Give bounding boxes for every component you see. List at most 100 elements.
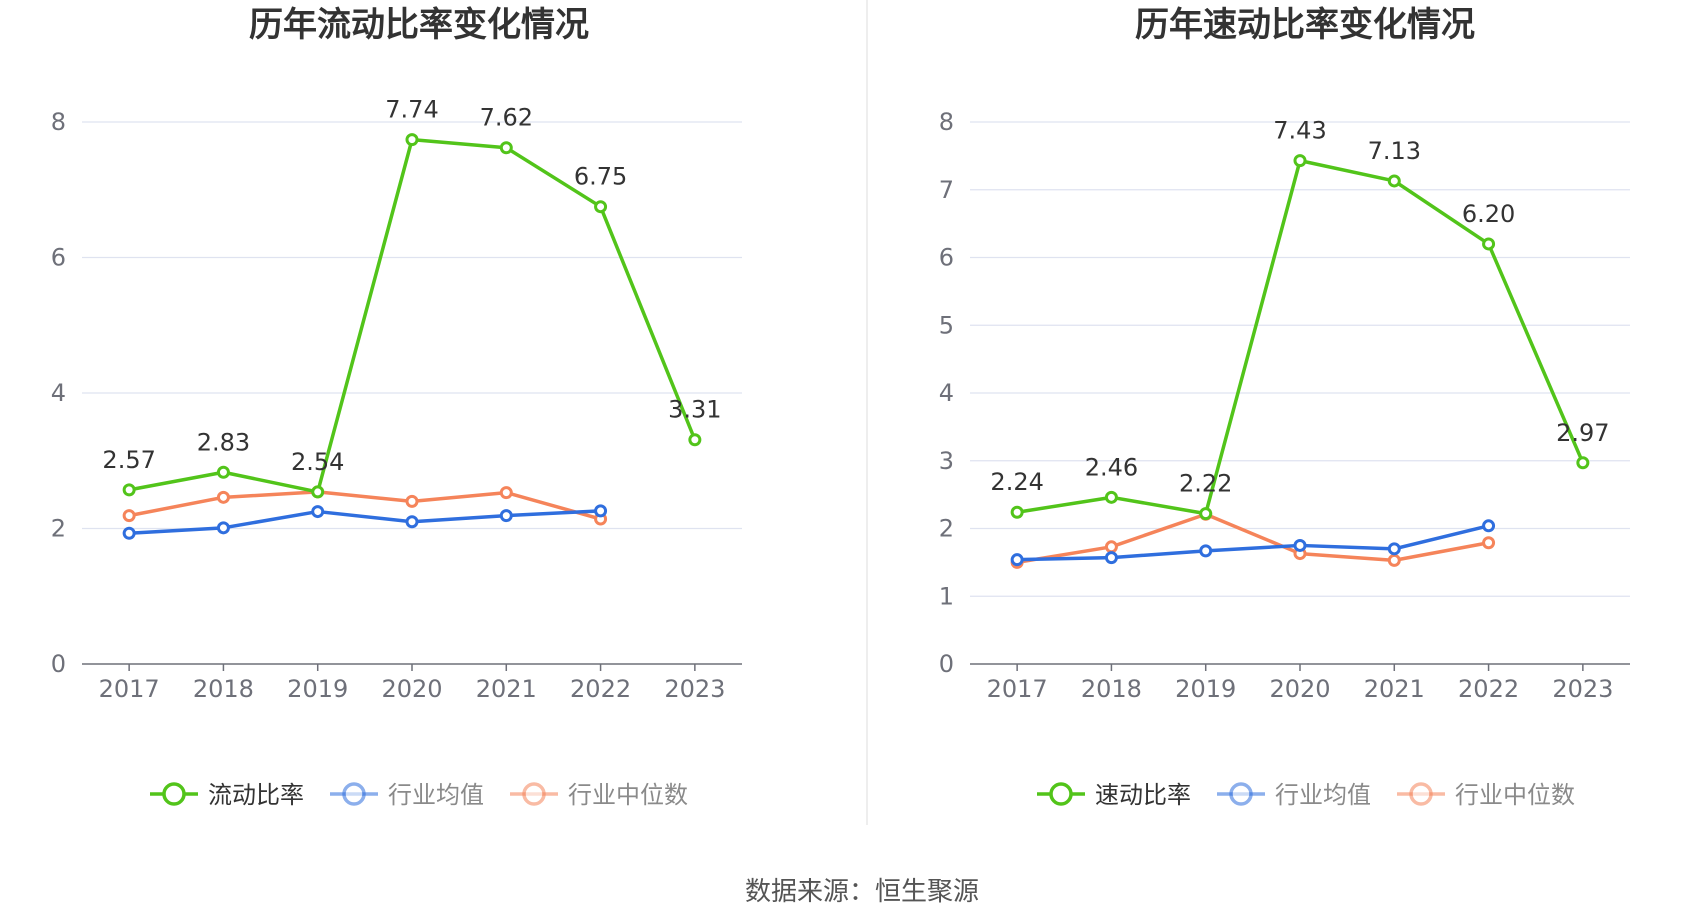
legend-label: 流动比率 [208, 781, 304, 809]
legend-label: 速动比率 [1095, 781, 1191, 809]
data-point [1482, 519, 1496, 533]
data-label: 6.20 [1462, 200, 1515, 228]
data-point [216, 465, 230, 479]
data-point [1293, 154, 1307, 168]
y-tick-label: 8 [51, 108, 66, 136]
x-tick-label: 2022 [570, 675, 631, 703]
data-point [1104, 540, 1118, 554]
series-line [1016, 512, 1489, 565]
y-tick-label: 8 [939, 108, 954, 136]
data-point [688, 433, 702, 447]
data-point [1010, 505, 1024, 519]
series-line [1017, 524, 1489, 562]
data-point [594, 504, 608, 518]
y-tick-label: 2 [51, 515, 66, 543]
x-tick-label: 2022 [1458, 675, 1519, 703]
data-point [405, 515, 419, 529]
legend-item: 行业中位数 [510, 781, 688, 809]
x-tick-label: 2023 [1552, 675, 1613, 703]
y-tick-label: 4 [51, 379, 66, 407]
data-point [1482, 536, 1496, 550]
x-tick-label: 2018 [1081, 675, 1142, 703]
data-label: 7.62 [480, 104, 533, 132]
data-label: 2.97 [1556, 419, 1609, 447]
legend-item: 行业均值 [1217, 781, 1371, 809]
data-point [1010, 553, 1024, 567]
x-tick-label: 2017 [987, 675, 1048, 703]
x-tick-label: 2020 [1269, 675, 1330, 703]
data-label: 6.75 [574, 163, 627, 191]
chart-title: 历年速动比率变化情况 [1135, 5, 1475, 45]
y-tick-label: 6 [939, 244, 954, 272]
x-tick-label: 2020 [381, 675, 442, 703]
data-point [311, 485, 325, 499]
data-label: 7.43 [1273, 117, 1326, 145]
data-point [311, 505, 325, 519]
data-point [1199, 544, 1213, 558]
data-label: 7.13 [1368, 137, 1421, 165]
data-point [405, 494, 419, 508]
legend-marker [162, 782, 186, 806]
y-tick-label: 0 [939, 650, 954, 678]
x-tick-label: 2021 [1364, 675, 1425, 703]
y-tick-label: 5 [939, 311, 954, 339]
x-tick-label: 2018 [193, 675, 254, 703]
data-point [1104, 551, 1118, 565]
legend-marker [1049, 782, 1073, 806]
legend-label: 行业中位数 [568, 781, 688, 809]
x-tick-label: 2019 [1175, 675, 1236, 703]
data-label: 2.54 [291, 448, 344, 476]
data-point [216, 521, 230, 535]
x-tick-label: 2021 [476, 675, 537, 703]
current-ratio-chart: 历年流动比率变化情况 0 2 4 6 8 2017 2018 2019 2020 2021 2022 2… [51, 5, 742, 809]
data-point [122, 483, 136, 497]
data-label: 2.83 [197, 428, 250, 456]
y-tick-label: 4 [939, 379, 954, 407]
data-point [1576, 456, 1590, 470]
data-label: 2.24 [990, 468, 1043, 496]
data-point [499, 141, 513, 155]
legend-item: 速动比率 [1037, 781, 1191, 809]
legend-item: 流动比率 [150, 781, 304, 809]
data-point [122, 526, 136, 540]
legend-item: 行业中位数 [1397, 781, 1575, 809]
series-line [128, 490, 602, 521]
legend-marker [342, 782, 366, 806]
data-point [122, 509, 136, 523]
legend-item: 行业均值 [330, 781, 484, 809]
y-tick-label: 3 [939, 447, 954, 475]
x-tick-label: 2017 [99, 675, 160, 703]
data-point [499, 509, 513, 523]
data-label: 2.57 [102, 446, 155, 474]
data-point [499, 486, 513, 500]
y-tick-label: 0 [51, 650, 66, 678]
legend-label: 行业中位数 [1455, 781, 1575, 809]
data-point [1199, 507, 1213, 521]
data-point [1293, 538, 1307, 552]
data-point [216, 490, 230, 504]
data-point [1104, 490, 1118, 504]
y-tick-label: 1 [939, 582, 954, 610]
x-tick-label: 2019 [287, 675, 348, 703]
chart-title: 历年流动比率变化情况 [249, 5, 589, 45]
data-point [1482, 237, 1496, 251]
data-label: 3.31 [668, 396, 721, 424]
data-point [1387, 174, 1401, 188]
legend-marker [1229, 782, 1253, 806]
y-tick-label: 7 [939, 176, 954, 204]
y-tick-label: 2 [939, 515, 954, 543]
data-label: 7.74 [385, 96, 438, 124]
data-point [405, 133, 419, 147]
legend-marker [522, 782, 546, 806]
x-tick-label: 2023 [664, 675, 725, 703]
data-point [594, 200, 608, 214]
data-label: 2.22 [1179, 470, 1232, 498]
data-point [1387, 542, 1401, 556]
data-label: 2.46 [1085, 453, 1138, 481]
quick-ratio-chart: 历年速动比率变化情况 0 1 2 3 4 5 6 7 8 2017 2018 2019 2020 2021 2… [939, 5, 1630, 809]
legend-label: 行业均值 [1275, 781, 1371, 809]
y-tick-label: 6 [51, 244, 66, 272]
legend-label: 行业均值 [388, 781, 484, 809]
series-line [129, 509, 601, 535]
